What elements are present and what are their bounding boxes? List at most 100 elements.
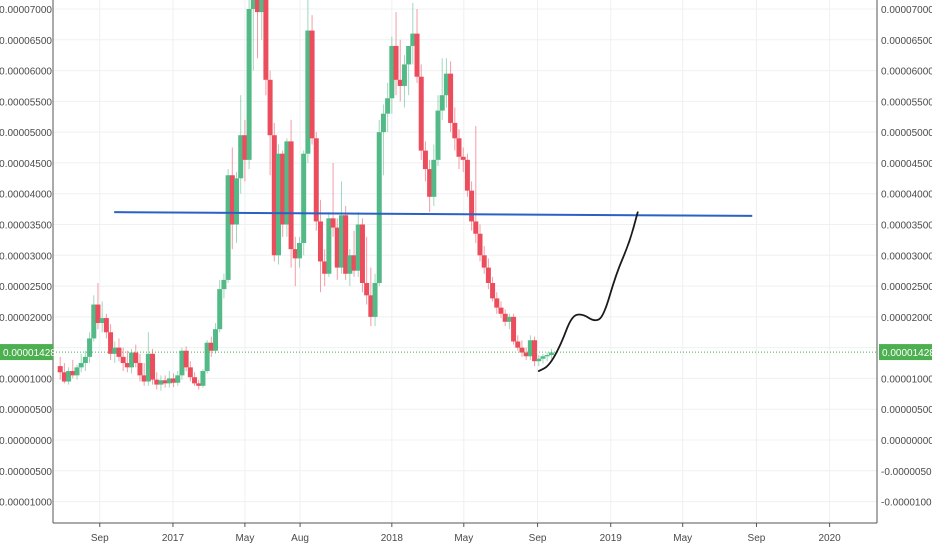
y-tick-label-right: 0.00005500 xyxy=(881,97,932,108)
candle-body xyxy=(120,356,126,364)
candle xyxy=(473,125,479,243)
candle-body xyxy=(397,79,403,86)
candle xyxy=(238,95,244,194)
candle-body xyxy=(523,352,529,357)
candle-body xyxy=(158,380,164,385)
y-tick-label-right: 0.00002000 xyxy=(881,313,932,324)
trend-line[interactable] xyxy=(114,211,753,217)
candle xyxy=(502,309,508,327)
candle xyxy=(95,282,101,330)
candle xyxy=(511,313,517,345)
x-tick-label: Sep xyxy=(91,533,109,544)
candle-body xyxy=(435,110,441,160)
candle-body xyxy=(490,282,496,299)
candle-body xyxy=(330,218,336,228)
candle xyxy=(338,181,344,274)
projection-path[interactable] xyxy=(537,211,639,372)
candle xyxy=(145,332,151,386)
x-tick-label: May xyxy=(454,533,473,544)
candle xyxy=(150,348,156,385)
y-tick-label-left: 0.00004000 xyxy=(0,190,52,201)
candle xyxy=(187,361,193,382)
candle xyxy=(368,267,374,327)
candle xyxy=(372,273,378,327)
candle xyxy=(158,375,164,391)
candle-body xyxy=(133,352,139,364)
candle-body xyxy=(494,298,500,308)
candle-body xyxy=(250,0,256,9)
candle-body xyxy=(544,355,550,357)
candle xyxy=(364,236,370,305)
candle-body xyxy=(229,175,235,225)
candle xyxy=(523,347,529,360)
candle xyxy=(225,169,231,283)
candle-body xyxy=(401,64,407,86)
candle xyxy=(544,352,550,362)
candle xyxy=(305,0,311,163)
candle-body xyxy=(296,242,302,259)
candle xyxy=(271,122,277,262)
y-tick-label-left: 0.00003000 xyxy=(0,251,52,262)
x-tick-label: 2018 xyxy=(381,533,404,544)
candle xyxy=(401,55,407,108)
y-tick-label-left: 0.00000500 xyxy=(0,405,52,416)
candle xyxy=(234,172,240,243)
candle-body xyxy=(200,371,206,386)
candle xyxy=(82,350,88,372)
candle xyxy=(267,70,273,176)
candle xyxy=(301,150,307,256)
candle-body xyxy=(338,215,344,268)
y-tick-label-left: 0.00004500 xyxy=(0,159,52,170)
drawings xyxy=(53,211,877,372)
candle xyxy=(108,324,114,360)
y-tick-label-right: 0.00006500 xyxy=(881,36,932,47)
candle-body xyxy=(380,113,386,133)
candle xyxy=(460,147,466,173)
candle-body xyxy=(288,141,294,250)
candle-body xyxy=(502,313,508,322)
candle-body xyxy=(422,150,428,170)
candle xyxy=(359,218,365,293)
candle xyxy=(112,341,118,364)
candle xyxy=(448,61,454,133)
candle-body xyxy=(498,307,504,314)
candle xyxy=(124,350,130,373)
x-tick-label: Aug xyxy=(291,533,309,544)
candle-body xyxy=(452,122,458,139)
candle xyxy=(66,367,72,385)
candle-body xyxy=(275,153,281,256)
candle xyxy=(246,0,252,170)
candle xyxy=(452,107,458,151)
candle-body xyxy=(141,375,147,382)
candle xyxy=(87,332,93,364)
candle-body xyxy=(477,233,483,256)
candle xyxy=(175,371,181,386)
x-tick-label: Sep xyxy=(748,533,766,544)
candle-body xyxy=(66,371,72,382)
y-tick-label-left: -0.00001000 xyxy=(0,498,52,509)
candle-body xyxy=(406,45,412,65)
x-tick-label: 2019 xyxy=(600,533,623,544)
grid xyxy=(53,0,877,523)
candle-body xyxy=(74,367,80,376)
candle xyxy=(255,0,261,59)
candle xyxy=(313,132,319,231)
candle xyxy=(355,212,361,277)
candle-body xyxy=(242,135,248,160)
candle-body xyxy=(527,340,533,357)
candle xyxy=(389,36,395,114)
candle-body xyxy=(204,342,210,372)
candle xyxy=(385,82,391,133)
candle xyxy=(519,340,525,357)
y-tick-label-left: 0.00000000 xyxy=(0,436,52,447)
candle-body xyxy=(431,159,437,197)
candle xyxy=(137,353,143,382)
candle xyxy=(61,363,67,384)
candle-body xyxy=(99,318,105,324)
candle xyxy=(229,147,235,250)
candle-body xyxy=(313,138,319,222)
candle-body xyxy=(263,0,269,80)
candle-body xyxy=(112,347,118,354)
y-tick-label-right: 0.00003000 xyxy=(881,251,932,262)
